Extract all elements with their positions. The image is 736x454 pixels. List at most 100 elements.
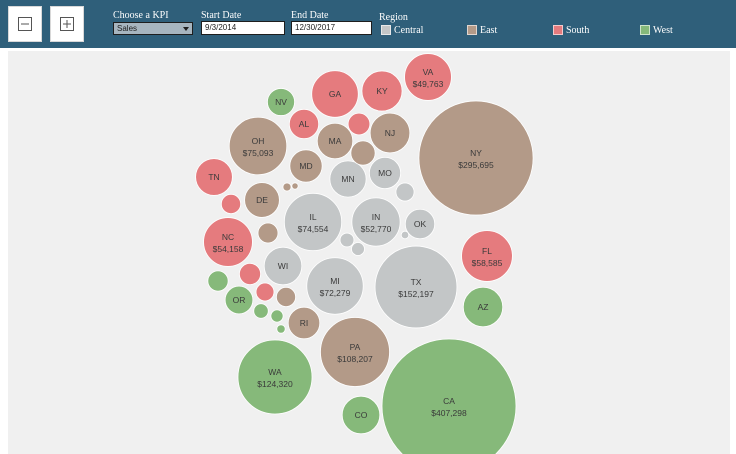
- bubble-mi[interactable]: MI $72,279: [306, 257, 364, 315]
- start-date-input[interactable]: 9/3/2014: [201, 21, 285, 35]
- legend-item-east[interactable]: East: [467, 24, 497, 36]
- bubble-circle[interactable]: [341, 395, 381, 435]
- bubble-circle[interactable]: [291, 182, 299, 190]
- bubble-unlabeled[interactable]: [282, 182, 292, 192]
- bubble-ma[interactable]: MA: [316, 122, 354, 160]
- bubble-md[interactable]: MD: [289, 149, 323, 183]
- bubble-unlabeled[interactable]: [276, 324, 286, 334]
- bubble-unlabeled[interactable]: [257, 222, 279, 244]
- bubble-circle[interactable]: [404, 208, 436, 240]
- bubble-unlabeled[interactable]: [270, 309, 284, 323]
- bubble-circle[interactable]: [418, 100, 534, 216]
- bubble-unlabeled[interactable]: [350, 140, 376, 166]
- bubble-oh[interactable]: OH $75,093: [228, 116, 288, 176]
- bubble-de[interactable]: DE: [244, 182, 280, 218]
- bubble-circle[interactable]: [381, 338, 517, 454]
- bubble-circle[interactable]: [287, 306, 321, 340]
- bubble-ca[interactable]: CA $407,298: [381, 338, 517, 454]
- zoom-out-button[interactable]: [8, 6, 42, 42]
- bubble-circle[interactable]: [462, 286, 504, 328]
- bubble-circle[interactable]: [220, 193, 242, 215]
- bubble-circle[interactable]: [263, 246, 303, 286]
- bubble-ny[interactable]: NY $295,695: [418, 100, 534, 216]
- bubble-va[interactable]: VA $49,763: [404, 53, 452, 101]
- bubble-circle[interactable]: [339, 232, 355, 248]
- zoom-in-button[interactable]: [50, 6, 84, 42]
- bubble-unlabeled[interactable]: [347, 112, 371, 136]
- legend-item-south[interactable]: South: [553, 24, 589, 36]
- bubble-circle[interactable]: [257, 222, 279, 244]
- bubble-circle[interactable]: [244, 182, 280, 218]
- end-date-input[interactable]: 12/30/2017: [291, 21, 372, 35]
- bubble-circle[interactable]: [195, 158, 233, 196]
- bubble-unlabeled[interactable]: [395, 182, 415, 202]
- bubble-circle[interactable]: [316, 122, 354, 160]
- bubble-circle[interactable]: [347, 112, 371, 136]
- bubble-circle[interactable]: [255, 282, 275, 302]
- bubble-al[interactable]: AL: [288, 108, 320, 140]
- bubble-unlabeled[interactable]: [291, 182, 299, 190]
- bubble-unlabeled[interactable]: [351, 242, 365, 256]
- bubble-circle[interactable]: [351, 242, 365, 256]
- bubble-wa[interactable]: WA $124,320: [237, 339, 313, 415]
- kpi-dropdown[interactable]: Sales: [113, 22, 193, 35]
- bubble-circle[interactable]: [374, 245, 458, 329]
- bubble-circle[interactable]: [288, 108, 320, 140]
- bubble-circle[interactable]: [276, 324, 286, 334]
- bubble-ok[interactable]: OK: [404, 208, 436, 240]
- bubble-circle[interactable]: [270, 309, 284, 323]
- bubble-circle[interactable]: [368, 156, 402, 190]
- bubble-or[interactable]: OR: [224, 285, 254, 315]
- bubble-circle[interactable]: [361, 70, 403, 112]
- bubble-il[interactable]: IL $74,554: [283, 192, 343, 252]
- bubble-circle[interactable]: [237, 339, 313, 415]
- bubble-unlabeled[interactable]: [255, 282, 275, 302]
- bubble-circle[interactable]: [276, 287, 296, 307]
- bubble-co[interactable]: CO: [341, 395, 381, 435]
- bubble-ga[interactable]: GA: [311, 70, 359, 118]
- bubble-circle[interactable]: [306, 257, 364, 315]
- bubble-unlabeled[interactable]: [220, 193, 242, 215]
- bubble-circle[interactable]: [461, 230, 513, 282]
- bubble-ri[interactable]: RI: [287, 306, 321, 340]
- bubble-wi[interactable]: WI: [263, 246, 303, 286]
- bubble-circle[interactable]: [282, 182, 292, 192]
- bubble-nv[interactable]: NV: [267, 88, 295, 116]
- bubble-tn[interactable]: TN: [195, 158, 233, 196]
- bubble-mn[interactable]: MN: [329, 160, 367, 198]
- bubble-circle[interactable]: [369, 112, 411, 154]
- bubble-unlabeled[interactable]: [253, 303, 269, 319]
- bubble-circle[interactable]: [395, 182, 415, 202]
- bubble-circle[interactable]: [404, 53, 452, 101]
- bubble-circle[interactable]: [207, 270, 229, 292]
- bubble-circle[interactable]: [283, 192, 343, 252]
- bubble-unlabeled[interactable]: [339, 232, 355, 248]
- legend-item-central[interactable]: Central: [381, 24, 423, 36]
- bubble-nc[interactable]: NC $54,158: [203, 217, 253, 267]
- bubble-circle[interactable]: [228, 116, 288, 176]
- bubble-unlabeled[interactable]: [276, 287, 296, 307]
- bubble-circle[interactable]: [329, 160, 367, 198]
- bubble-circle[interactable]: [203, 217, 253, 267]
- bubble-circle[interactable]: [253, 303, 269, 319]
- bubble-az[interactable]: AZ: [462, 286, 504, 328]
- bubble-mo[interactable]: MO: [368, 156, 402, 190]
- bubble-circle[interactable]: [224, 285, 254, 315]
- bubble-circle[interactable]: [350, 140, 376, 166]
- bubble-unlabeled[interactable]: [207, 270, 229, 292]
- bubble-in[interactable]: IN $52,770: [351, 197, 401, 247]
- bubble-unlabeled[interactable]: [239, 263, 261, 285]
- bubble-circle[interactable]: [289, 149, 323, 183]
- bubble-circle[interactable]: [239, 263, 261, 285]
- bubble-ky[interactable]: KY: [361, 70, 403, 112]
- bubble-tx[interactable]: TX $152,197: [374, 245, 458, 329]
- bubble-fl[interactable]: FL $58,585: [461, 230, 513, 282]
- bubble-circle[interactable]: [351, 197, 401, 247]
- bubble-unlabeled[interactable]: [400, 230, 410, 240]
- bubble-circle[interactable]: [267, 88, 295, 116]
- legend-item-west[interactable]: West: [640, 24, 673, 36]
- bubble-circle[interactable]: [400, 230, 410, 240]
- bubble-nj[interactable]: NJ: [369, 112, 411, 154]
- bubble-circle[interactable]: [311, 70, 359, 118]
- bubble-circle[interactable]: [320, 317, 390, 387]
